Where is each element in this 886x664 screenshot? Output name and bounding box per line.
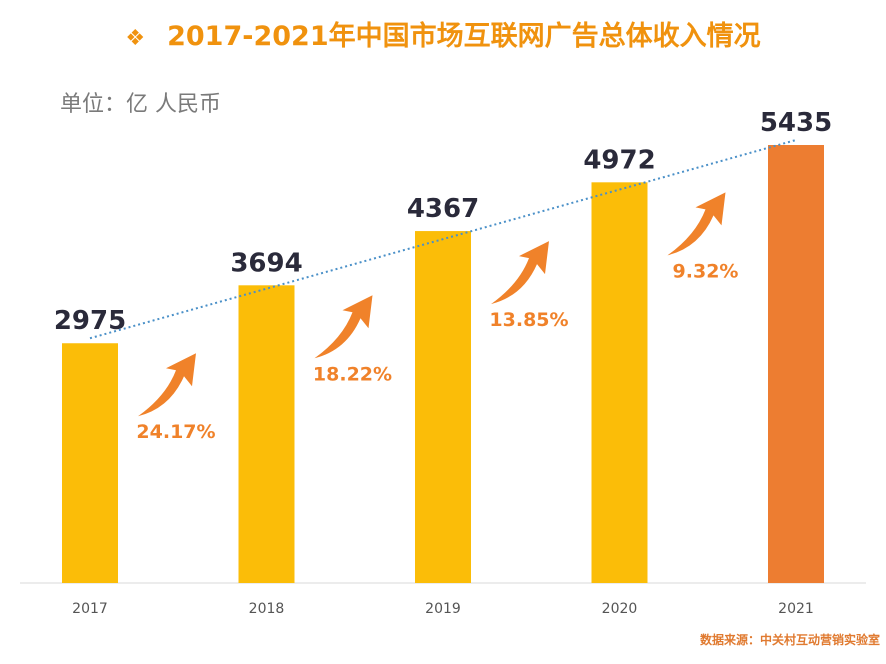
value-label: 4972: [583, 145, 655, 175]
growth-arrow-icon: [314, 295, 373, 359]
x-tick-label: 2018: [249, 601, 285, 617]
growth-arrow-icon: [491, 241, 549, 305]
chart-title: ❖ 2017-2021年中国市场互联网广告总体收入情况: [0, 14, 886, 53]
value-label: 5435: [760, 108, 832, 138]
growth-arrow-icon: [667, 192, 726, 256]
x-tick-label: 2021: [778, 601, 814, 617]
x-tick-label: 2020: [602, 601, 638, 617]
title-text: 2017-2021年中国市场互联网广告总体收入情况: [167, 21, 761, 52]
value-label: 3694: [230, 248, 302, 278]
growth-label: 18.22%: [313, 363, 392, 385]
unit-label: 单位：亿 人民币: [60, 92, 221, 117]
growth-arrow-icon: [138, 353, 196, 417]
bar-2019: [415, 231, 471, 583]
bar-2021: [768, 145, 824, 583]
bar-2018: [238, 285, 295, 583]
growth-label: 13.85%: [489, 309, 568, 331]
diamond-icon: ❖: [125, 26, 146, 51]
bar-2017: [62, 343, 118, 583]
growth-label: 9.32%: [673, 260, 739, 282]
trend-line: [89, 139, 797, 340]
value-label: 4367: [407, 194, 479, 224]
bar-2020: [591, 182, 648, 583]
source-note: 数据来源：中关村互动营销实验室: [699, 633, 880, 647]
growth-label: 24.17%: [136, 421, 215, 443]
x-tick-label: 2017: [72, 601, 108, 617]
x-tick-label: 2019: [425, 601, 461, 617]
